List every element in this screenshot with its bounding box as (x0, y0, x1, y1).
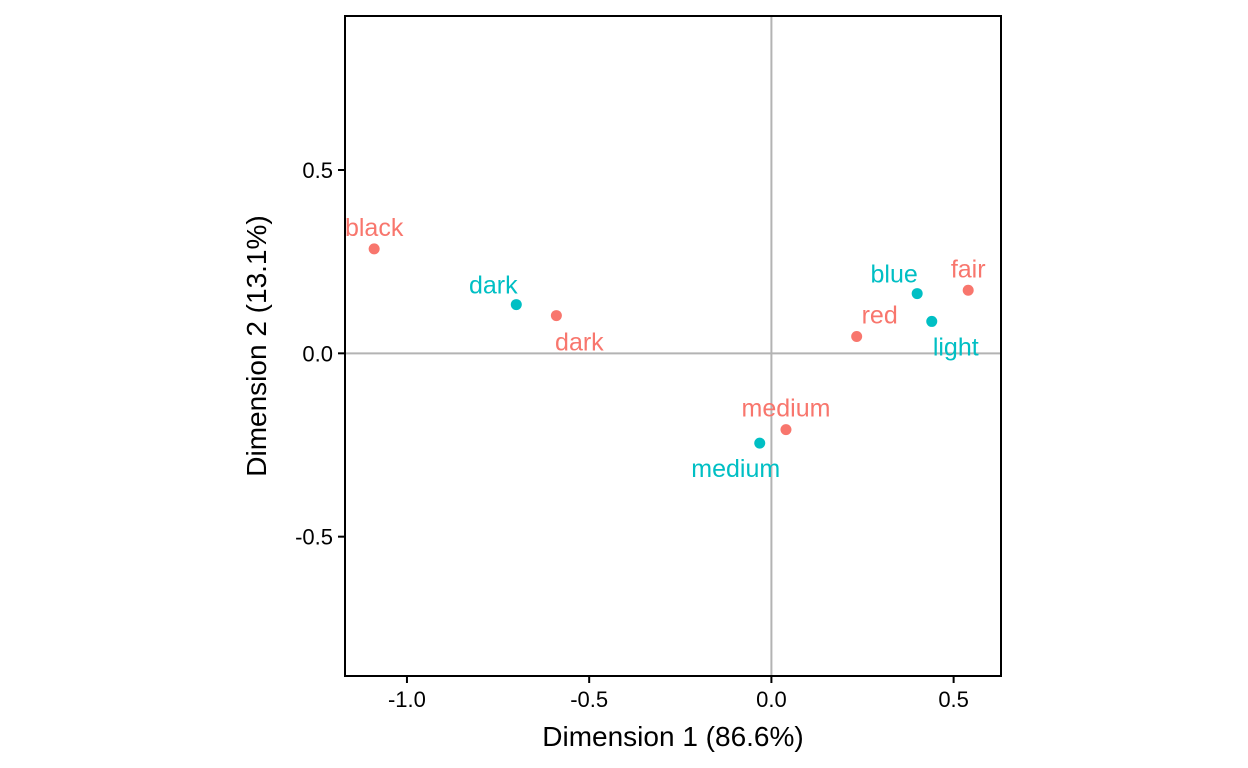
data-points (368, 243, 974, 449)
point-label-medium: medium (742, 395, 831, 423)
data-point-dark (510, 299, 522, 311)
x-axis-ticks: -1.0 -0.5 0.0 0.5 (388, 676, 969, 712)
point-label-fair: fair (951, 255, 986, 283)
data-point-medium (754, 437, 766, 449)
x-tick-label: -0.5 (570, 687, 608, 712)
data-point-light (926, 315, 938, 327)
data-point-black (368, 243, 380, 255)
point-label-medium: medium (691, 455, 780, 483)
point-label-red: red (862, 301, 898, 329)
data-point-fair (962, 284, 974, 296)
data-point-red (851, 330, 863, 342)
x-tick-label: 0.0 (756, 687, 787, 712)
point-label-blue: blue (871, 261, 918, 289)
y-tick-label: 0.0 (302, 341, 333, 366)
x-tick-label: -1.0 (388, 687, 426, 712)
point-labels: black dark medium red fair dark medium blue ligh… (345, 214, 986, 483)
y-axis-ticks: -0.5 0.0 0.5 (295, 158, 345, 550)
y-axis-title: Dimension 2 (13.1%) (241, 215, 272, 476)
point-label-light: light (933, 333, 979, 361)
data-point-medium (780, 424, 792, 436)
y-tick-label: -0.5 (295, 525, 333, 550)
plot-panel (344, 15, 1002, 677)
data-point-dark (550, 310, 562, 322)
reference-lines (345, 16, 1001, 676)
point-label-dark: dark (555, 329, 604, 357)
point-label-dark: dark (469, 272, 518, 300)
x-tick-label: 0.5 (938, 687, 969, 712)
y-tick-label: 0.5 (302, 158, 333, 183)
point-label-black: black (345, 214, 404, 242)
x-axis-title: Dimension 1 (86.6%) (542, 721, 803, 752)
data-point-blue (911, 288, 923, 300)
